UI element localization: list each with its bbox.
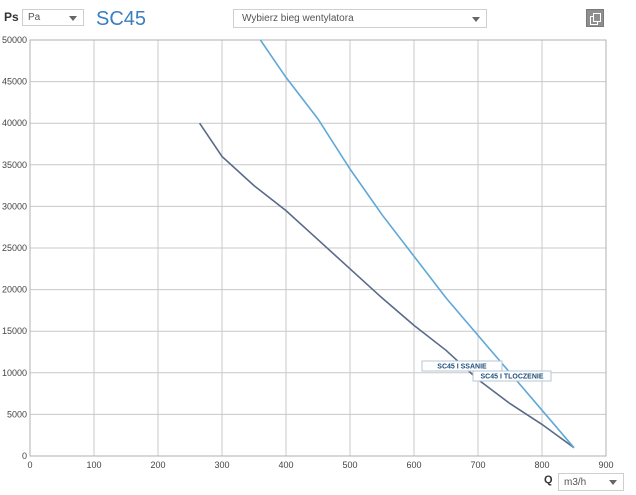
x-tick-label: 100	[86, 460, 101, 470]
y-tick-label: 5000	[7, 409, 27, 419]
y-tick-label: 35000	[2, 160, 27, 170]
x-tick-label: 900	[598, 460, 613, 470]
x-unit-value: m3/h	[564, 476, 587, 488]
y-tick-label: 30000	[2, 201, 27, 211]
x-tick-label: 300	[214, 460, 229, 470]
x-tick-label: 200	[150, 460, 165, 470]
legend-entry-2: SC45 I TLOCZENIE	[472, 370, 552, 382]
fan-speed-value: Wybierz bieg wentylatora	[242, 13, 354, 24]
legend: SC45 I SSANIE SC45 I TLOCZENIE	[421, 360, 552, 382]
y-tick-label: 40000	[2, 118, 27, 128]
series-lines	[198, 39, 575, 449]
series-line-2[interactable]	[259, 39, 575, 449]
y-axis-symbol: Ps	[4, 10, 19, 24]
x-tick-label: 0	[27, 460, 32, 470]
tick-labels: 0 100 200 300 400 500 600 700 800 900 0 5000 10000 15…	[2, 35, 614, 470]
chevron-down-icon	[472, 16, 480, 22]
y-tick-label: 20000	[2, 285, 27, 295]
x-axis-symbol: Q	[544, 474, 553, 486]
page-title: SC45	[96, 8, 147, 30]
y-tick-label: 25000	[2, 243, 27, 253]
x-tick-label: 800	[534, 460, 549, 470]
x-unit-select[interactable]: m3/h	[558, 473, 624, 491]
x-tick-label: 400	[278, 460, 293, 470]
y-unit-select[interactable]: Pa	[22, 9, 84, 26]
chevron-down-icon	[69, 15, 77, 21]
y-tick-label: 10000	[2, 368, 27, 378]
y-tick-label: 0	[22, 451, 27, 461]
legend-entry-1: SC45 I SSANIE	[421, 360, 503, 372]
plot-frame	[29, 39, 607, 457]
x-tick-label: 600	[406, 460, 421, 470]
grid	[29, 39, 607, 457]
legend-label: SC45 I SSANIE	[437, 364, 487, 371]
y-tick-label: 50000	[2, 35, 27, 45]
copy-icon[interactable]	[586, 9, 604, 27]
chevron-down-icon	[609, 480, 617, 485]
fan-speed-select[interactable]: Wybierz bieg wentylatora	[233, 9, 487, 28]
x-tick-label: 700	[470, 460, 485, 470]
y-tick-label: 15000	[2, 326, 27, 336]
x-tick-label: 500	[342, 460, 357, 470]
legend-label: SC45 I TLOCZENIE	[480, 374, 543, 381]
series-line-1[interactable]	[198, 122, 575, 449]
y-unit-value: Pa	[28, 12, 41, 23]
y-tick-label: 45000	[2, 77, 27, 87]
